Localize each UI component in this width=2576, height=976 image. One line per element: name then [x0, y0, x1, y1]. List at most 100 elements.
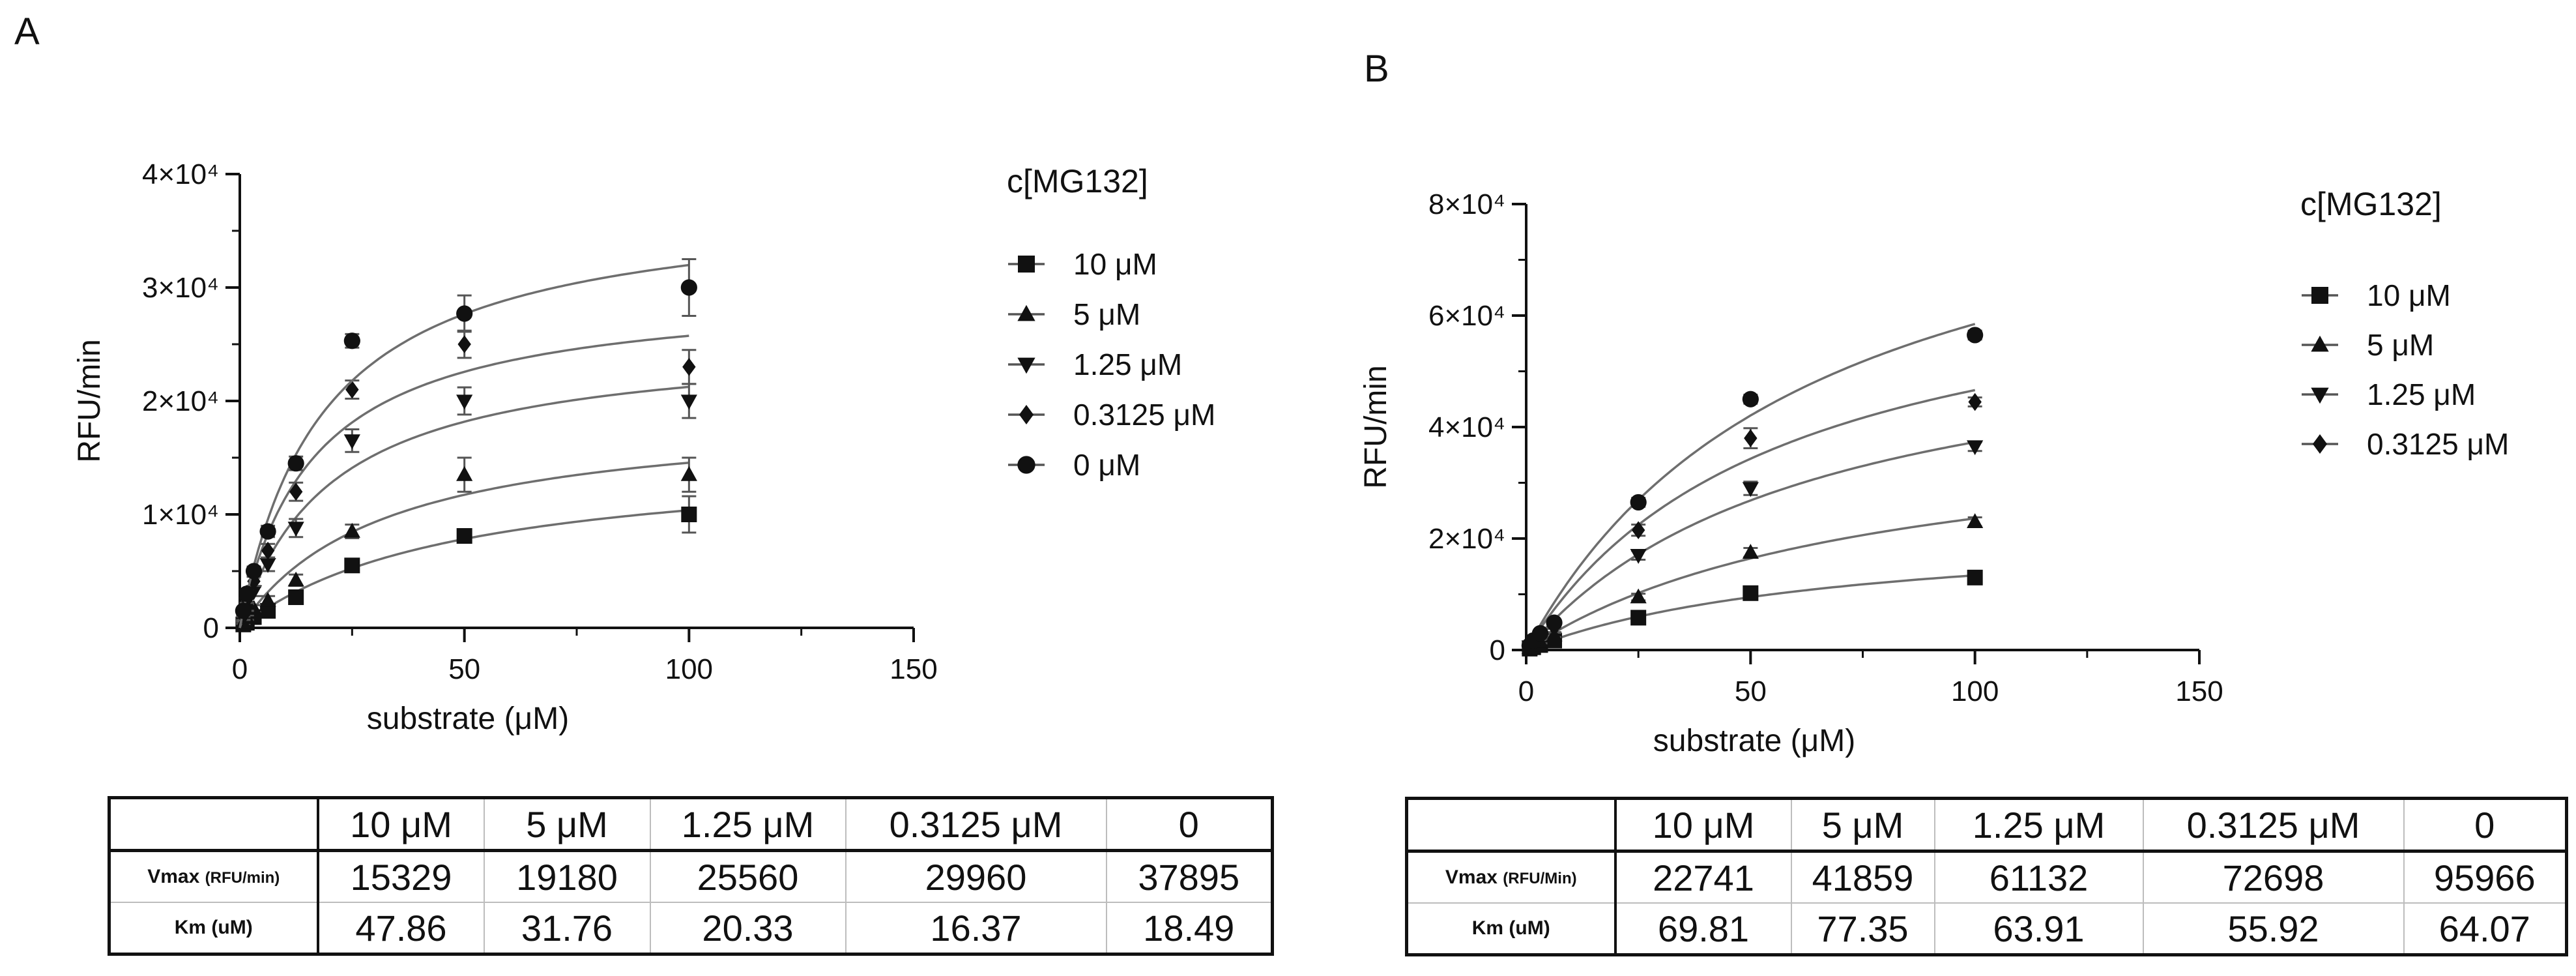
- data-point: [1531, 625, 1549, 642]
- fit-curve: [1525, 389, 1976, 651]
- data-point: [456, 394, 473, 410]
- table-cell: 29960: [845, 850, 1107, 903]
- table-cell: 41859: [1790, 850, 1935, 904]
- table-cell: 72698: [2142, 850, 2405, 904]
- data-point: [456, 466, 473, 481]
- legend-entry-10-m: 10 μM: [2302, 278, 2451, 312]
- series-0-m: [235, 258, 697, 628]
- data-point: [1967, 569, 1983, 585]
- legend-label: 0.3125 μM: [2367, 427, 2509, 461]
- y-tick-label: 1×10⁴: [142, 499, 219, 531]
- data-point: [259, 523, 276, 540]
- legend-marker: [1017, 456, 1035, 474]
- table-cell: 95966: [2403, 850, 2568, 904]
- row-label-text: Vmax: [147, 866, 200, 887]
- table-row-vmax: Vmax (RFU/Min) 22741 41859 61132 72698 9…: [1406, 850, 2568, 904]
- data-point: [1630, 610, 1647, 626]
- legend-label: 5 μM: [1073, 297, 1140, 331]
- table-header-cell: 1.25 μM: [1933, 797, 2144, 853]
- data-point: [680, 279, 697, 296]
- data-point: [344, 557, 360, 574]
- series-5-m: [1521, 513, 1984, 655]
- legend-label: 1.25 μM: [1073, 348, 1182, 381]
- data-point: [1630, 549, 1647, 564]
- table-header-cell: 0.3125 μM: [845, 797, 1107, 852]
- row-label-vmax: Vmax (RFU/Min): [1406, 850, 1617, 904]
- data-point: [1967, 327, 1984, 344]
- data-point: [1743, 585, 1759, 601]
- table-cell: 15329: [317, 850, 485, 903]
- data-point: [681, 507, 697, 522]
- legend-marker: [2312, 434, 2328, 454]
- table-header-cell: 0.3125 μM: [2142, 797, 2405, 853]
- legend-entry-1-25-m: 1.25 μM: [2302, 377, 2476, 411]
- legend-label: 0 μM: [1073, 448, 1140, 482]
- fit-curve: [239, 509, 689, 629]
- data-point: [245, 563, 263, 580]
- data-point: [1742, 391, 1759, 407]
- data-point: [1742, 482, 1759, 497]
- legend-entry-5-m: 5 μM: [2302, 328, 2434, 362]
- legend-entry-1-25-m: 1.25 μM: [1008, 348, 1182, 381]
- legend-marker: [2311, 335, 2329, 352]
- kinetics-table-b: 10 μM 5 μM 1.25 μM 0.3125 μM 0 Vmax (RFU…: [1405, 797, 2568, 956]
- table-cell: 19180: [483, 850, 651, 903]
- data-point: [259, 557, 276, 573]
- row-label-km: Km (uM): [108, 902, 319, 955]
- series-1-25-m: [235, 383, 697, 628]
- table-corner-cell: [1406, 797, 1617, 853]
- legend-title: c[MG132]: [1007, 163, 1148, 200]
- table-row-vmax: Vmax (RFU/min) 15329 19180 25560 29960 3…: [108, 850, 1273, 903]
- table-header-cell: 5 μM: [483, 797, 651, 852]
- row-label-vmax: Vmax (RFU/min): [108, 850, 319, 903]
- y-tick-label: 4×10⁴: [1428, 411, 1505, 443]
- fit-curve: [239, 461, 689, 628]
- table-header-row: 10 μM 5 μM 1.25 μM 0.3125 μM 0: [1406, 797, 2568, 853]
- x-tick-label: 150: [2175, 675, 2223, 707]
- panel-b-letter: B: [1364, 48, 1389, 90]
- x-tick-label: 100: [665, 653, 713, 685]
- data-point: [287, 455, 304, 472]
- legend-label: 10 μM: [1073, 247, 1157, 281]
- data-point: [287, 571, 304, 587]
- legend-title: c[MG132]: [2300, 186, 2442, 222]
- data-point: [1967, 513, 1984, 528]
- table-cell: 63.91: [1933, 902, 2144, 956]
- legend-marker: [1019, 405, 1034, 424]
- table-cell: 55.92: [2142, 902, 2405, 956]
- legend-label: 0.3125 μM: [1073, 398, 1215, 432]
- fit-curve: [239, 334, 689, 628]
- data-point: [1744, 429, 1758, 447]
- row-label-km: Km (uM): [1406, 902, 1617, 956]
- table-cell: 61132: [1933, 850, 2144, 904]
- table-row-km: Km (uM) 47.86 31.76 20.33 16.37 18.49: [108, 902, 1273, 955]
- kinetics-table-a: 10 μM 5 μM 1.25 μM 0.3125 μM 0 Vmax (RFU…: [108, 796, 1274, 956]
- data-point: [1631, 521, 1645, 539]
- legend-entry-0-3125-m: 0.3125 μM: [2302, 427, 2509, 461]
- legend-marker: [1018, 256, 1035, 273]
- legend-marker: [1017, 357, 1035, 374]
- table-header-cell: 5 μM: [1790, 797, 1935, 853]
- series-5-m: [235, 456, 697, 629]
- table-row-km: Km (uM) 69.81 77.35 63.91 55.92 64.07: [1406, 902, 2568, 956]
- panel-a-letter: A: [14, 10, 40, 53]
- table-cell: 64.07: [2403, 902, 2568, 956]
- legend-entry-0-3125-m: 0.3125 μM: [1008, 398, 1215, 432]
- legend-marker: [1017, 304, 1035, 321]
- data-point: [1968, 392, 1982, 411]
- data-point: [680, 394, 697, 410]
- data-point: [235, 602, 252, 619]
- data-point: [343, 522, 360, 538]
- table-header-cell: 10 μM: [317, 797, 485, 852]
- data-point: [259, 592, 276, 607]
- table-cell: 69.81: [1614, 902, 1792, 956]
- legend-label: 1.25 μM: [2367, 377, 2476, 411]
- table-cell: 25560: [649, 850, 847, 903]
- table-cell: 22741: [1614, 850, 1792, 904]
- fit-curve: [1525, 323, 1976, 651]
- data-point: [680, 466, 697, 481]
- table-corner-cell: [108, 797, 319, 852]
- y-tick-label: 6×10⁴: [1428, 300, 1505, 332]
- fit-curve: [1525, 441, 1976, 651]
